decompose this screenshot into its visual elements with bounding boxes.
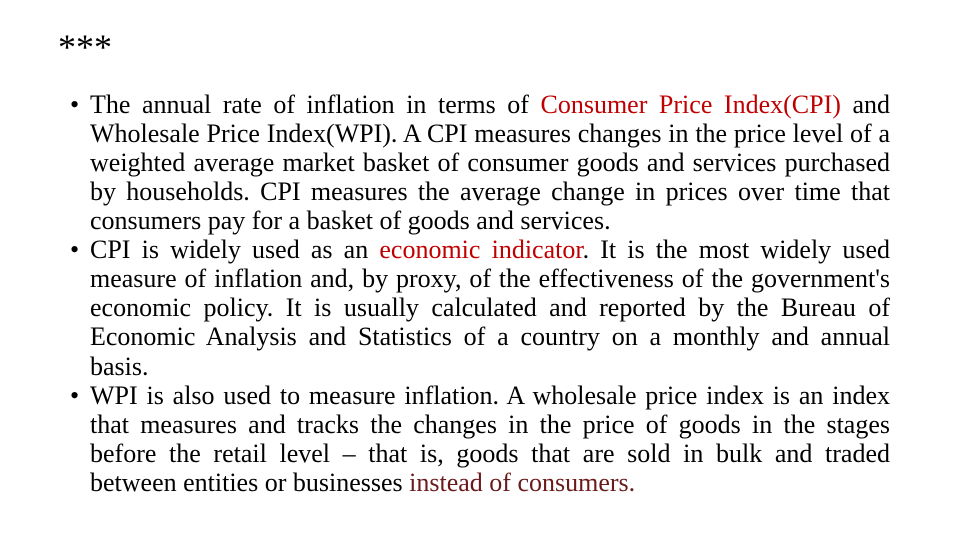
text-run-highlight: Index(CPI) [724,90,853,119]
text-run: The annual rate of inflation in terms of [90,90,541,119]
slide-heading: *** [58,28,890,68]
list-item: CPI is widely used as an economic indica… [70,235,890,381]
bullet-list: The annual rate of inflation in terms of… [70,90,890,498]
slide: *** The annual rate of inflation in term… [0,0,960,540]
text-run: CPI is widely used as an [90,235,379,264]
list-item: The annual rate of inflation in terms of… [70,90,890,236]
text-run-highlight: instead of consumers. [409,468,635,497]
list-item: WPI is also used to measure inflation. A… [70,381,890,497]
text-run-highlight: Consumer Price [541,90,724,119]
text-run-highlight: economic indicator [379,235,582,264]
